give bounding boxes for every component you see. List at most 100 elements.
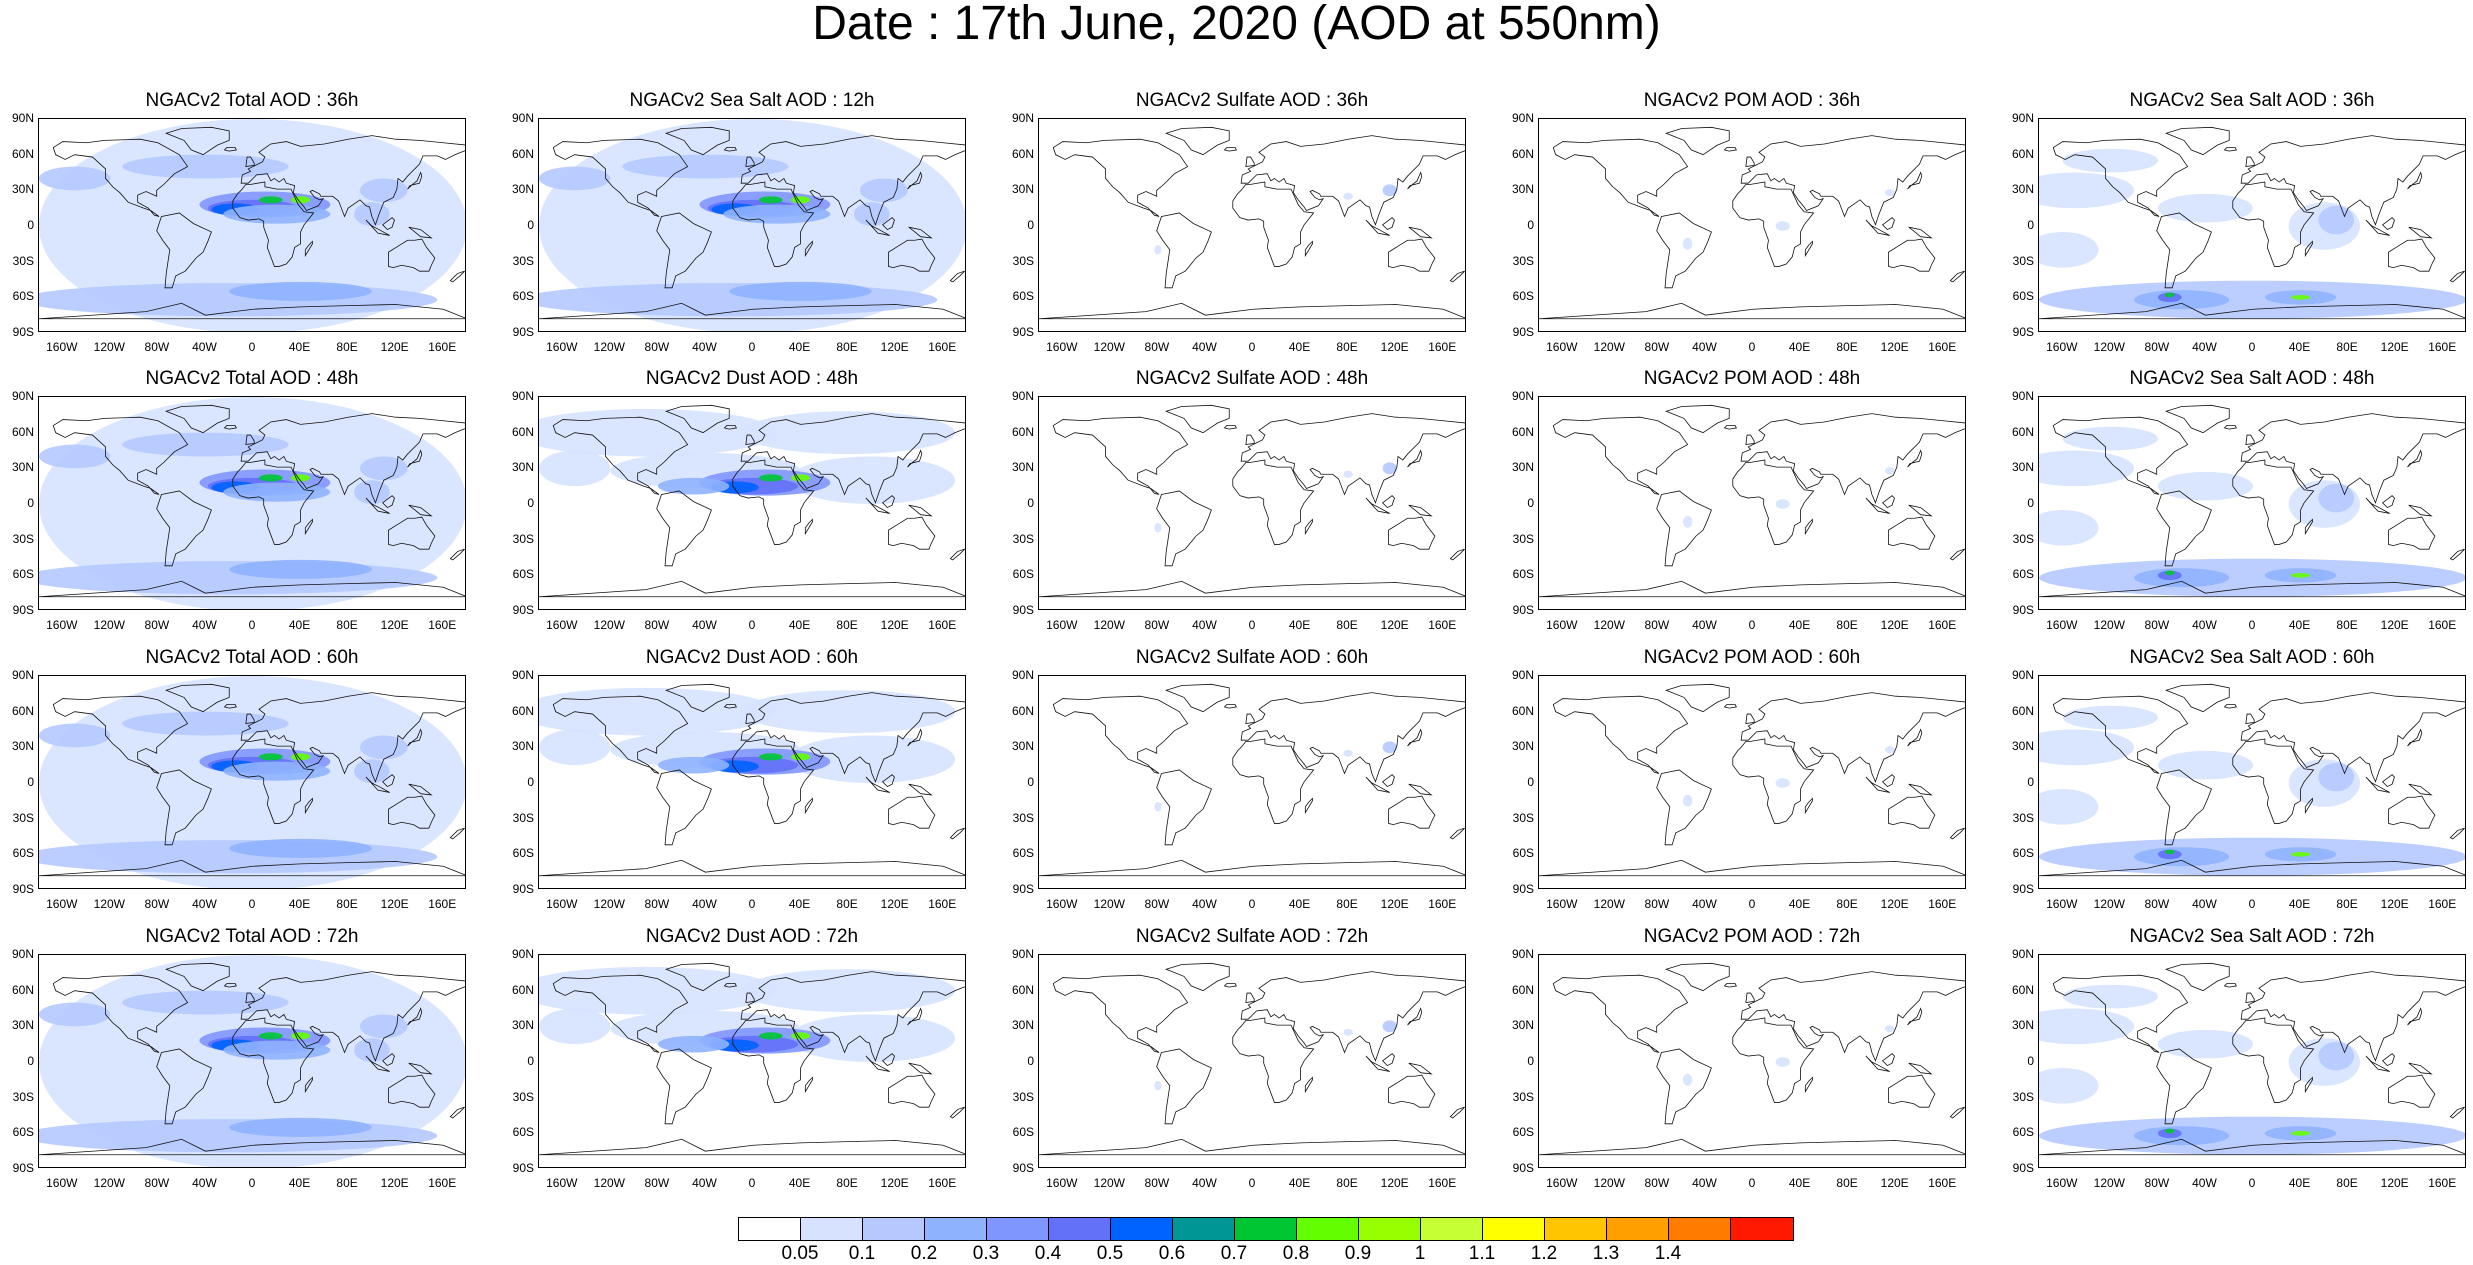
coastline xyxy=(2388,795,2436,829)
aod-region xyxy=(258,1032,283,1040)
coastline xyxy=(1740,135,1965,226)
lat-tick-label: 60S xyxy=(1512,846,1534,861)
lat-tick-label: 30S xyxy=(512,531,534,546)
coastline xyxy=(165,683,230,713)
coastline xyxy=(1745,434,1755,446)
lon-tick-label: 0 xyxy=(1748,897,1756,911)
lon-tick-label: 80E xyxy=(1836,618,1858,632)
lat-tick-label: 60S xyxy=(1012,289,1034,304)
colorbar-cell xyxy=(1297,1218,1359,1240)
map-panel: NGACv2 Sea Salt AOD : 36h 90N 60N 30N 0 30S 60… xyxy=(2012,90,2466,354)
lon-tick-label: 160E xyxy=(2428,897,2457,911)
aod-region xyxy=(788,456,956,504)
coastline xyxy=(2223,425,2237,430)
lat-tick-label: 90N xyxy=(511,389,534,403)
lat-tick-label: 30S xyxy=(512,1089,534,1104)
lon-tick-label: 80W xyxy=(1644,340,1670,354)
lon-tick-label: 80W xyxy=(2144,618,2170,632)
aod-region xyxy=(2039,509,2099,546)
coastline xyxy=(2052,695,2189,774)
panel-title: NGACv2 POM AOD : 72h xyxy=(1643,926,1861,947)
lat-tick-label: 90S xyxy=(2012,1161,2034,1175)
aod-region xyxy=(2157,750,2253,780)
map-frame xyxy=(1038,118,1466,332)
aod-region xyxy=(741,411,956,455)
coastline xyxy=(2039,859,2465,877)
lat-tick-label: 30S xyxy=(512,810,534,825)
aod-region xyxy=(791,1032,811,1040)
coastline xyxy=(656,490,712,567)
coastline xyxy=(365,776,390,793)
map-panel: NGACv2 POM AOD : 72h 90N 60N 30N 0 30S 60S 90S 1… xyxy=(1512,926,1966,1190)
aod-region xyxy=(229,559,372,579)
coastline xyxy=(223,983,237,988)
coastline xyxy=(907,171,923,190)
coastline xyxy=(745,992,755,1004)
map-panel: NGACv2 Total AOD : 48h 90N 60N 30N 0 30S 60S 90… xyxy=(12,368,466,632)
map-panel: NGACv2 Sulfate AOD : 60h 90N 60N 30N 0 30S 60S… xyxy=(1012,647,1466,911)
lat-tick-label: 60N xyxy=(11,424,34,439)
lat-tick-label: 60N xyxy=(11,982,34,997)
map-canvas xyxy=(39,397,465,609)
figure-title: Date : 17th June, 2020 (AOD at 550nm) xyxy=(812,0,1661,50)
coastline xyxy=(1232,181,1315,267)
coastline xyxy=(1907,449,1923,468)
map-frame xyxy=(1538,118,1966,332)
coastline xyxy=(223,147,237,152)
aod-region xyxy=(723,204,831,224)
lon-tick-label: 40E xyxy=(788,1176,811,1190)
lat-tick-label: 90N xyxy=(1011,111,1034,125)
coastline xyxy=(1865,219,1890,236)
coastline xyxy=(381,774,395,788)
lon-tick-label: 0 xyxy=(1248,340,1256,354)
coastline xyxy=(740,971,965,1062)
coastline xyxy=(1740,971,1965,1062)
lon-tick-label: 120E xyxy=(1880,897,1909,911)
coastline xyxy=(552,416,689,495)
lat-tick-label: 60S xyxy=(1512,289,1534,304)
lon-tick-label: 40E xyxy=(288,1176,311,1190)
coastline xyxy=(1665,962,1730,992)
aod-region xyxy=(291,474,311,482)
lat-tick-label: 60N xyxy=(1511,424,1534,439)
coastline xyxy=(408,783,433,796)
coastline xyxy=(1745,992,1755,1004)
coastline xyxy=(1304,240,1313,258)
lat-tick-label: 30S xyxy=(12,531,34,546)
lat-tick-label: 90N xyxy=(1511,947,1534,961)
coastline xyxy=(1881,217,1895,231)
lat-tick-label: 60S xyxy=(2012,289,2034,304)
aod-region xyxy=(854,202,890,226)
coastline xyxy=(2240,135,2465,226)
lat-tick-label: 90S xyxy=(12,1161,34,1175)
coastline xyxy=(245,434,255,446)
coastline xyxy=(1365,1055,1390,1072)
lat-tick-label: 0 xyxy=(27,775,34,789)
map-panel: NGACv2 Dust AOD : 72h 90N 60N 30N 0 30S 60S 90S… xyxy=(512,926,966,1190)
coastline xyxy=(2232,738,2315,824)
lon-tick-label: 80W xyxy=(1144,340,1170,354)
lon-tick-label: 40E xyxy=(2288,897,2311,911)
aod-region xyxy=(758,196,783,204)
lat-tick-label: 90S xyxy=(1012,325,1034,339)
map-panel: NGACv2 POM AOD : 48h 90N 60N 30N 0 30S 60S 90S 1… xyxy=(1512,368,1966,632)
lon-tick-label: 80W xyxy=(144,340,170,354)
coastline xyxy=(1804,1076,1813,1094)
map-canvas xyxy=(2039,962,2465,1156)
lat-tick-label: 30N xyxy=(1511,460,1534,475)
colorbar xyxy=(738,1217,1794,1241)
coastline xyxy=(1949,270,1965,283)
lat-tick-label: 90N xyxy=(2011,111,2034,125)
coastline xyxy=(1449,270,1465,283)
map-frame xyxy=(538,396,966,610)
aod-region xyxy=(39,1002,111,1027)
panel-title: NGACv2 Sulfate AOD : 72h xyxy=(1135,926,1369,947)
lon-tick-label: 120E xyxy=(880,340,909,354)
aod-region xyxy=(758,1032,783,1040)
map-panel: NGACv2 Dust AOD : 48h 90N 60N 30N 0 30S 60S 90S… xyxy=(512,368,966,632)
coastline xyxy=(539,302,965,320)
lon-tick-label: 120W xyxy=(2093,340,2125,354)
lat-tick-label: 60N xyxy=(1511,703,1534,718)
coastline xyxy=(539,859,965,877)
lon-tick-label: 40E xyxy=(1288,897,1311,911)
